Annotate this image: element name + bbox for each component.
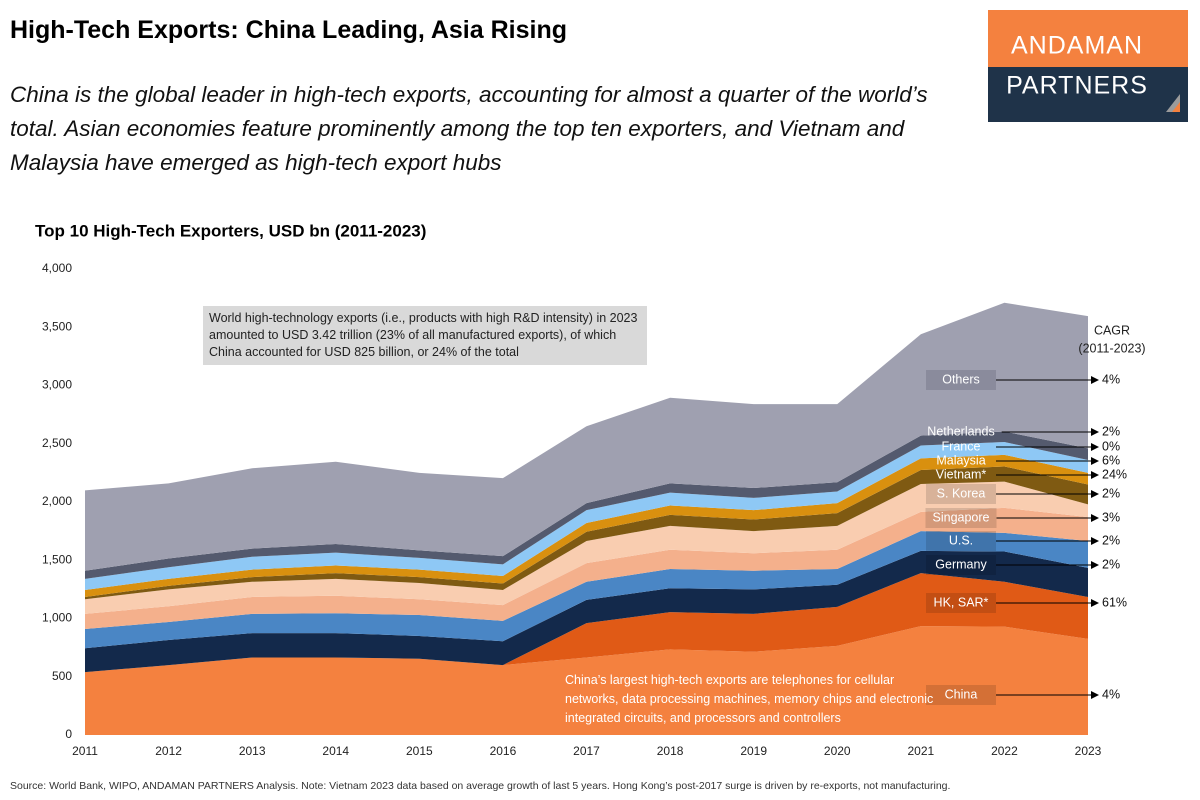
chart-title: Top 10 High-Tech Exporters, USD bn (2011… <box>35 221 426 240</box>
area <box>85 454 1088 597</box>
y-tick-label: 1,000 <box>42 611 72 625</box>
x-tick-label: 2014 <box>322 744 349 758</box>
series-label: S. Korea <box>937 486 986 500</box>
series-label-bg <box>926 555 996 575</box>
series-label: Singapore <box>933 510 990 524</box>
cagr-title: (2011-2023) <box>1078 341 1145 355</box>
cagr-title: CAGR <box>1094 323 1130 337</box>
x-tick-label: 2016 <box>490 744 517 758</box>
source-note: Source: World Bank, WIPO, ANDAMAN PARTNE… <box>10 780 951 792</box>
cagr-label: 4% <box>1102 372 1120 386</box>
x-tick-label: 2020 <box>824 744 851 758</box>
area <box>85 431 1088 579</box>
cagr-label: 6% <box>1102 453 1120 467</box>
x-tick-label: 2011 <box>72 744 98 758</box>
cagr-label: 3% <box>1102 510 1120 524</box>
logo-icon <box>1172 102 1180 112</box>
series-label: Netherlands <box>927 424 994 438</box>
x-tick-label: 2017 <box>573 744 600 758</box>
area <box>85 531 1088 649</box>
series-label: Others <box>942 372 980 386</box>
series-label-bg <box>926 685 996 705</box>
series-label: Malaysia <box>936 453 985 467</box>
series-label-bg <box>926 370 996 390</box>
y-tick-label: 3,000 <box>42 378 72 392</box>
y-tick-label: 3,500 <box>42 319 72 333</box>
cagr-label: 4% <box>1102 687 1120 701</box>
y-tick-label: 2,500 <box>42 436 72 450</box>
series-label-bg <box>925 508 997 528</box>
logo-text: ANDAMAN <box>1011 32 1143 60</box>
area <box>85 442 1088 590</box>
cagr-label: 0% <box>1102 439 1120 453</box>
annotation-text: China’s largest high-tech exports are te… <box>565 673 934 725</box>
series-label-bg <box>926 593 996 613</box>
series-label-bg <box>926 484 996 504</box>
cagr-label: 2% <box>1102 424 1120 438</box>
logo-bottom <box>988 67 1188 122</box>
cagr-label: 24% <box>1102 467 1127 481</box>
y-tick-label: 500 <box>52 669 72 683</box>
x-tick-label: 2022 <box>991 744 1018 758</box>
x-tick-label: 2023 <box>1075 744 1102 758</box>
y-tick-label: 0 <box>65 727 72 741</box>
area <box>85 481 1088 614</box>
series-label: U.S. <box>949 533 973 547</box>
series-label: Vietnam* <box>936 467 987 481</box>
cagr-label: 2% <box>1102 557 1120 571</box>
area <box>85 507 1088 629</box>
area <box>85 626 1088 735</box>
area <box>85 550 1088 673</box>
logo-text: PARTNERS <box>1006 72 1148 100</box>
x-tick-label: 2013 <box>239 744 266 758</box>
cagr-label: 61% <box>1102 595 1127 609</box>
y-tick-label: 4,000 <box>42 261 72 275</box>
x-tick-label: 2015 <box>406 744 433 758</box>
page-subtitle: China is the global leader in high-tech … <box>10 82 928 175</box>
series-label: Germany <box>935 557 987 571</box>
cagr-label: 2% <box>1102 533 1120 547</box>
series-label: China <box>945 687 978 701</box>
page-title: High-Tech Exports: China Leading, Asia R… <box>10 16 567 44</box>
series-label: France <box>942 439 981 453</box>
series-label: HK, SAR* <box>934 595 989 609</box>
area <box>85 466 1088 600</box>
area <box>85 573 1088 673</box>
y-tick-label: 2,000 <box>42 494 72 508</box>
annotation-box: World high-technology exports (i.e., pro… <box>203 306 647 365</box>
cagr-label: 2% <box>1102 486 1120 500</box>
x-tick-label: 2012 <box>155 744 182 758</box>
y-tick-label: 1,500 <box>42 552 72 566</box>
area <box>85 302 1088 571</box>
series-label-bg <box>926 531 996 551</box>
x-tick-label: 2019 <box>740 744 767 758</box>
x-tick-label: 2021 <box>907 744 934 758</box>
x-tick-label: 2018 <box>657 744 684 758</box>
logo-top <box>988 10 1188 67</box>
